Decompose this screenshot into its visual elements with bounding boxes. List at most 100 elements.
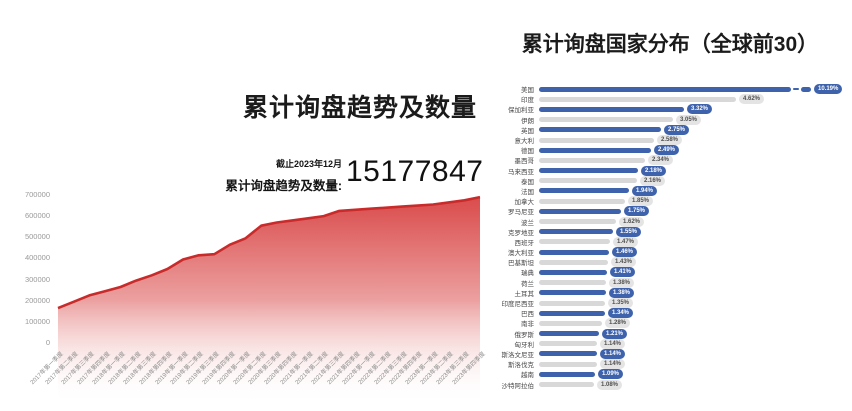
bar-track: 1.43% [539,257,848,268]
x-axis-tick: 2017年第四季度 [76,351,112,387]
country-label: 澳大利亚 [508,250,534,258]
bar-segment [539,157,645,163]
bar-track: 1.28% [539,318,848,329]
bar-segment [539,300,605,306]
bar-track: 1.14% [539,348,848,359]
y-axis-tick: 0 [45,338,50,347]
x-axis-tick: 2018年第三季度 [123,351,159,387]
trend-chart-title: 累计询盘趋势及数量 [242,94,477,122]
country-label: 瑞典 [521,270,534,278]
bar-segment [539,361,597,367]
x-axis-tick: 2018年第二季度 [107,351,143,387]
value-badge: 2.16% [640,175,666,186]
bar-segment [539,219,616,225]
country-label: 巴西 [521,311,534,319]
value-badge: 3.05% [676,114,702,125]
country-row: 波兰 1.62% [492,216,848,227]
x-axis-tick: 2023年第二季度 [420,351,456,387]
bar-track: 1.38% [539,277,848,288]
x-axis-tick: 2019年第四季度 [201,351,237,387]
country-label: 荷兰 [521,280,534,288]
country-row: 瑞典 1.41% [492,267,848,278]
bar-track: 1.55% [539,226,848,237]
bar-track: 2.75% [539,124,848,135]
value-badge: 3.32% [687,104,713,115]
x-axis-tick: 2021年第四季度 [326,351,362,387]
trend-line [57,195,481,310]
bar-track: 1.94% [539,185,848,196]
bar-segment [539,249,609,255]
bar-track: 2.49% [539,145,848,156]
bar-track: 1.38% [539,287,848,298]
country-label: 马来西亚 [508,168,534,176]
country-row: 墨西哥 2.34% [492,155,848,166]
bar-segment [539,127,661,133]
bar-segment [539,259,608,265]
country-row: 克罗地亚 1.55% [492,226,848,237]
bar-segment [539,382,594,388]
country-row: 马来西亚 2.18% [492,165,848,176]
x-axis-tick: 2023年第三季度 [435,351,471,387]
y-axis-tick: 600000 [24,211,50,221]
x-axis-tick: 2022年第三季度 [373,351,409,387]
value-badge: 1.62% [619,216,645,227]
value-badge: 1.14% [600,348,626,359]
country-label: 伊朗 [521,117,534,125]
value-badge: 1.55% [616,226,642,237]
bar-segment [539,86,791,92]
x-axis-tick: 2020年第四季度 [263,351,299,387]
bar-track: 1.47% [539,236,848,247]
x-axis-tick: 2022年第四季度 [388,351,424,387]
country-row: 斯洛伐克 1.14% [492,359,848,370]
bar-segment [539,198,625,204]
country-label: 沙特阿拉伯 [501,382,535,390]
bar-track: 2.34% [539,155,848,166]
value-badge: 4.62% [739,94,765,105]
country-label: 匈牙利 [514,341,535,349]
value-badge: 2.49% [654,145,680,156]
area-chart-svg [57,195,481,405]
country-label: 克罗地亚 [508,229,534,237]
x-axis-tick: 2019年第一季度 [154,351,190,387]
bar-segment [539,239,610,245]
bar-track: 1.21% [539,328,848,339]
country-row: 英国 2.75% [492,124,848,135]
x-axis-tick: 2022年第一季度 [342,351,377,387]
value-badge: 1.75% [624,206,650,217]
x-axis-tick: 2019年第三季度 [185,351,221,387]
bar-track: 1.85% [539,196,848,207]
value-badge: 1.35% [608,298,634,309]
bar-segment [539,117,673,123]
x-axis-tick: 2021年第一季度 [279,351,315,387]
bar-track: 4.62% [539,94,848,105]
value-badge: 1.08% [597,379,623,390]
bar-track: 1.09% [539,369,848,380]
country-row: 土耳其 1.38% [492,287,848,298]
country-label: 巴基斯坦 [508,260,534,268]
bar-segment [539,188,629,194]
bar-track: 10.19% [539,84,848,95]
x-axis-tick: 2019年第二季度 [170,351,206,387]
y-axis-tick: 700000 [24,190,50,199]
y-axis-tick: 100000 [24,316,50,326]
bar-track: 1.75% [539,206,848,217]
value-badge: 1.94% [632,185,658,196]
value-badge: 1.14% [600,359,626,370]
value-badge: 2.18% [641,165,667,176]
value-badge: 10.19% [814,84,843,95]
x-axis-tick: 2020年第一季度 [217,351,252,387]
x-axis-tick: 2023年第一季度 [404,351,440,387]
bar-segment [539,290,606,296]
country-label: 德国 [521,148,534,156]
bar-segment [539,96,736,102]
country-row: 法国 1.94% [492,185,848,196]
country-chart-title: 累计询盘国家分布（全球前30） [521,33,819,56]
value-badge: 1.09% [598,369,624,380]
bar-track: 1.14% [539,359,848,370]
value-badge: 1.41% [610,267,636,278]
value-badge: 1.47% [613,236,639,247]
bar-segment [539,371,595,377]
x-axis-tick: 2017年第三季度 [60,351,96,387]
axis-break-dash [793,88,799,91]
x-axis-tick: 2020年第二季度 [232,351,268,387]
